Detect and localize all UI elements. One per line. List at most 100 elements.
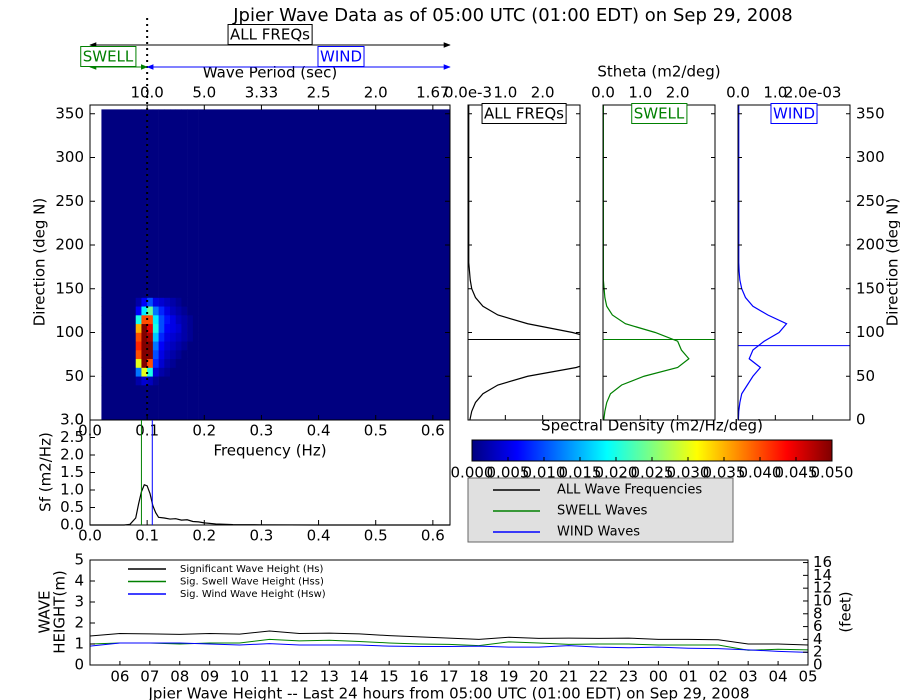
heatmap-cell bbox=[101, 306, 137, 316]
x-tick-label: 0.1 bbox=[135, 422, 159, 440]
y2-tick-label: 10 bbox=[813, 591, 832, 609]
heatmap-cell bbox=[175, 341, 182, 351]
heatmap-cell bbox=[181, 385, 188, 421]
heatmap-cell bbox=[181, 341, 188, 351]
heatmap-cell bbox=[170, 332, 177, 342]
x-tick-label: 06 bbox=[110, 668, 129, 686]
y-tick-label: 200 bbox=[55, 236, 84, 254]
y-axis-label: Sf (m2/Hz) bbox=[37, 432, 55, 512]
heatmap-cell bbox=[170, 109, 177, 298]
y-tick-label: 1.0 bbox=[60, 481, 84, 499]
y-axis-label: Direction (deg N) bbox=[31, 198, 49, 327]
heatmap-cell bbox=[141, 341, 148, 351]
heatmap-cell bbox=[198, 332, 451, 342]
heatmap-cell bbox=[152, 350, 159, 360]
heatmap-cell bbox=[170, 315, 177, 325]
heatmap-cell bbox=[152, 109, 159, 298]
heatmap-cell bbox=[181, 315, 188, 325]
heatmap-cell bbox=[181, 332, 188, 342]
heatmap-cell bbox=[147, 358, 154, 368]
heatmap-cell bbox=[147, 376, 154, 386]
period-axis-label: Wave Period (sec) bbox=[203, 64, 337, 82]
heatmap-cell bbox=[175, 332, 182, 342]
heatmap-cell bbox=[175, 350, 182, 360]
x-tick-label: 04 bbox=[769, 668, 788, 686]
period-tick-label: 2.0 bbox=[364, 84, 388, 102]
heatmap-cell bbox=[164, 367, 171, 377]
heatmap-cell bbox=[181, 109, 188, 298]
heatmap-cell bbox=[181, 376, 188, 386]
heatmap-cell bbox=[175, 358, 182, 368]
panel-title: ALL FREQs bbox=[484, 105, 564, 123]
x-tick-label: 09 bbox=[200, 668, 219, 686]
band-label: SWELL bbox=[83, 48, 134, 66]
panel-title-box bbox=[481, 103, 567, 124]
y-tick-label: 50 bbox=[856, 367, 875, 385]
colorbar-tick-label: 0.035 bbox=[703, 464, 746, 482]
x-axis-label: Frequency (Hz) bbox=[213, 442, 326, 460]
heatmap-cell bbox=[152, 332, 159, 342]
heatmap-cell bbox=[152, 315, 159, 325]
heatmap-cell bbox=[198, 109, 451, 298]
heatmap-cell bbox=[198, 376, 451, 386]
heatmap-cell bbox=[164, 306, 171, 316]
heatmap-cell bbox=[101, 323, 137, 333]
heatmap-cell bbox=[135, 358, 142, 368]
heatmap-cell bbox=[198, 341, 451, 351]
band-label: ALL FREQs bbox=[230, 26, 310, 44]
panel-title: SWELL bbox=[634, 105, 685, 123]
x-tick-label: 0.0 bbox=[591, 84, 615, 102]
y-tick-label: 3 bbox=[74, 593, 84, 611]
colorbar-tick-label: 0.020 bbox=[595, 464, 638, 482]
heatmap-cell bbox=[192, 323, 199, 333]
heatmap-cell bbox=[158, 341, 165, 351]
colorbar-tick-label: 0.030 bbox=[667, 464, 710, 482]
heatmap-cell bbox=[147, 315, 154, 325]
x-tick-label: 17 bbox=[439, 668, 458, 686]
heatmap-cell bbox=[192, 341, 199, 351]
heatmap-cell bbox=[164, 297, 171, 307]
y-tick-label: 5 bbox=[74, 551, 84, 569]
height-line bbox=[89, 638, 809, 651]
x-tick-label: 0.5 bbox=[364, 422, 388, 440]
heatmap-cell bbox=[164, 109, 171, 298]
colorbar-tick-label: 0.025 bbox=[631, 464, 674, 482]
heatmap-cell bbox=[135, 376, 142, 386]
heatmap-cell bbox=[135, 367, 142, 377]
heatmap-cell bbox=[164, 376, 171, 386]
y-tick-label: 300 bbox=[856, 148, 885, 166]
y-tick-label: 2 bbox=[74, 614, 84, 632]
heatmap-cell bbox=[192, 358, 199, 368]
heatmap-cell bbox=[141, 297, 148, 307]
heatmap-cell bbox=[198, 323, 451, 333]
heatmap-cell bbox=[141, 367, 148, 377]
x-tick-label: 0.0 bbox=[726, 84, 750, 102]
heatmap-cell bbox=[101, 350, 137, 360]
heatmap-cell bbox=[135, 109, 142, 298]
heatmap-cell bbox=[192, 109, 199, 298]
x-tick-label: 0.2 bbox=[192, 527, 216, 545]
y-tick-label: 1.5 bbox=[60, 463, 84, 481]
heatmap-cell bbox=[101, 109, 137, 298]
heatmap-cell bbox=[192, 385, 199, 421]
heatmap-cell bbox=[101, 341, 137, 351]
heatmap-cell bbox=[141, 376, 148, 386]
x-tick-label: 21 bbox=[559, 668, 578, 686]
heatmap-cell bbox=[158, 385, 165, 421]
y-tick-label: 350 bbox=[55, 104, 84, 122]
x-tick-label: 05 bbox=[798, 668, 817, 686]
heatmap-cell bbox=[101, 385, 137, 421]
heatmap-cell bbox=[158, 358, 165, 368]
period-tick-label: 5.0 bbox=[192, 84, 216, 102]
period-tick-label: 2.5 bbox=[307, 84, 331, 102]
heatmap-cell bbox=[101, 358, 137, 368]
heatmap-cell bbox=[187, 376, 194, 386]
heatmap-cell bbox=[187, 385, 194, 421]
x-tick-label: 0.6 bbox=[421, 527, 445, 545]
heatmap-cell bbox=[192, 306, 199, 316]
x-tick-label: 12 bbox=[290, 668, 309, 686]
heatmap-cell bbox=[192, 297, 199, 307]
y-axis-label: WAVE bbox=[36, 590, 54, 633]
heatmap-cell bbox=[147, 385, 154, 421]
